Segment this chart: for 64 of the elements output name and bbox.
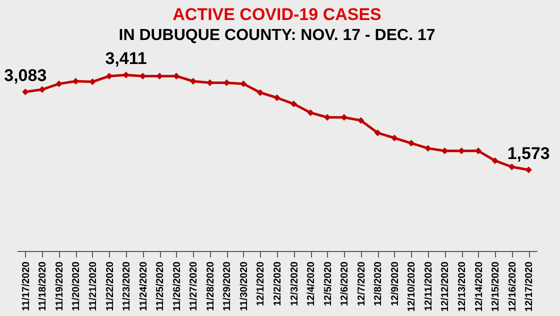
point [508,164,516,170]
x-tick-label: 11/24/2020 [138,261,150,311]
x-tick-label: 12/6/2020 [340,261,351,306]
point [56,80,62,88]
x-tick-label: 12/12/2020 [440,261,452,312]
point [122,72,130,78]
data-label: 1,573 [507,144,550,163]
x-tick-label: 11/25/2020 [155,261,166,311]
point [290,100,298,108]
x-tick-label: 11/18/2020 [38,261,49,311]
chart-subtitle: IN DUBUQUE COUNTY: NOV. 17 - DEC. 17 [118,27,436,44]
x-tick-label: 12/11/2020 [423,261,434,311]
x-tick-label: 11/17/2020 [20,261,32,311]
x-tick-label: 11/20/2020 [71,261,82,311]
point [72,78,80,85]
x-tick-label: 12/17/2020 [524,261,536,312]
point [190,78,196,85]
x-tick-label: 11/22/2020 [104,261,116,311]
point [324,114,331,121]
point [240,80,247,88]
chart-title: ACTIVE COVID-19 CASES [172,5,382,24]
x-tick-label: 12/2/2020 [272,261,284,306]
x-tick-label: 12/4/2020 [306,261,318,306]
x-tick-label: 11/23/2020 [122,261,133,311]
x-tick-label: 11/19/2020 [54,261,66,311]
x-tick-label: 12/15/2020 [490,261,502,312]
x-tick-label: 12/10/2020 [406,261,418,312]
x-tick-label: 12/3/2020 [289,261,300,306]
point [89,78,96,86]
point [173,72,180,80]
x-tick-label: 11/29/2020 [222,261,234,311]
x-tick-label: 12/16/2020 [507,261,518,312]
x-tick-label: 12/1/2020 [256,261,267,306]
point [156,72,163,80]
x-tick-label: 11/26/2020 [172,261,183,311]
point [458,148,465,154]
x-tick-label: 12/7/2020 [356,261,368,306]
x-tick-label: 11/27/2020 [188,261,200,311]
point [424,144,432,152]
point [441,148,448,154]
point [256,89,264,96]
data-label: 3,411 [105,49,147,68]
point [374,129,381,136]
x-tick-label: 12/8/2020 [373,261,384,306]
x-tick-label: 11/30/2020 [238,261,250,311]
point [38,86,46,93]
data-label: 3,083 [4,66,47,85]
x-tick-label: 11/28/2020 [205,261,216,311]
point [274,94,280,102]
point [139,72,146,80]
x-tick-label: 12/5/2020 [322,261,334,306]
point [492,157,498,164]
x-tick-label: 12/13/2020 [457,261,468,312]
x-tick-label: 11/21/2020 [88,261,99,311]
point [307,109,314,116]
x-tick-label: 12/14/2020 [474,261,485,312]
point [391,134,398,142]
point [408,140,415,147]
point [340,114,348,121]
x-tick-label: 12/9/2020 [390,261,401,306]
point [525,166,532,174]
point [358,117,364,124]
point [22,88,29,96]
point [106,72,113,80]
